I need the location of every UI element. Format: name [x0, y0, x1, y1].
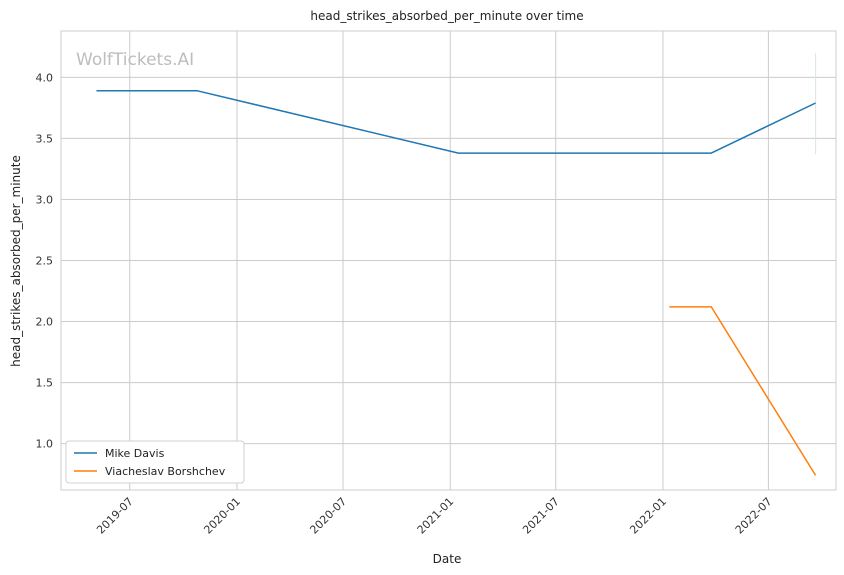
y-tick-label: 1.5	[36, 377, 54, 390]
y-tick-label: 1.0	[36, 438, 54, 451]
chart-title: head_strikes_absorbed_per_minute over ti…	[310, 9, 583, 23]
y-tick-label: 2.5	[36, 255, 54, 268]
grid	[61, 31, 836, 490]
x-tick-label: 2019-07	[94, 495, 136, 537]
x-tick-label: 2021-07	[520, 495, 562, 537]
watermark: WolfTickets.AI	[76, 50, 194, 70]
x-tick-label: 2022-01	[627, 495, 669, 537]
plot-frame	[60, 30, 837, 491]
legend-label-viacheslav-borshchev: Viacheslav Borshchev	[105, 465, 226, 478]
series-layer	[96, 52, 817, 476]
x-tick-label: 2020-01	[201, 495, 243, 537]
y-tick-label: 3.5	[36, 132, 54, 145]
x-tick-label: 2020-07	[307, 495, 349, 537]
legend-label-mike-davis: Mike Davis	[105, 447, 165, 460]
series-line-viacheslav-borshchev	[669, 306, 817, 476]
y-tick-label: 4.0	[36, 71, 54, 84]
y-tick-label: 3.0	[36, 193, 54, 206]
y-tick-label: 2.0	[36, 316, 54, 329]
legend: Mike Davis Viacheslav Borshchev	[65, 440, 245, 484]
x-tick-label: 2021-01	[415, 495, 457, 537]
x-axis-label: Date	[433, 552, 462, 566]
legend-box	[65, 440, 245, 484]
y-axis-label: head_strikes_absorbed_per_minute	[9, 155, 23, 367]
x-tick-label: 2022-07	[733, 495, 775, 537]
series-line-mike-davis	[96, 90, 816, 154]
